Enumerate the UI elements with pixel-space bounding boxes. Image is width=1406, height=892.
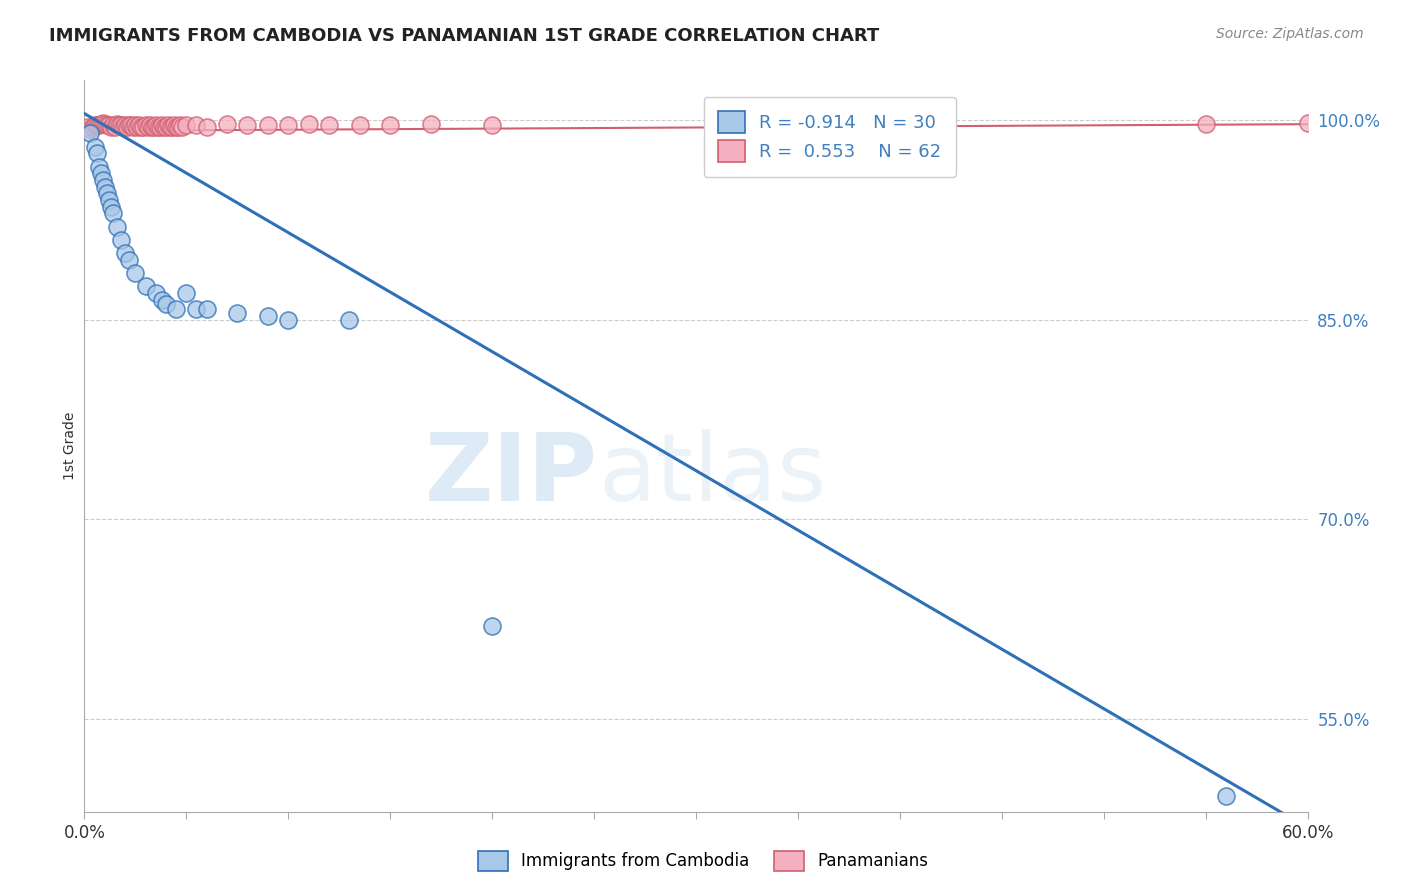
Text: ZIP: ZIP	[425, 429, 598, 521]
Point	[150, 119, 173, 133]
Point	[128, 119, 150, 133]
Point	[97, 193, 120, 207]
Point	[101, 206, 124, 220]
Point	[146, 120, 169, 134]
Point	[420, 117, 443, 131]
Point	[153, 120, 176, 134]
Point	[114, 119, 136, 133]
Point	[96, 186, 118, 201]
Point	[145, 286, 167, 301]
Point	[112, 120, 135, 134]
Point	[195, 301, 218, 316]
Point	[149, 120, 172, 134]
Point	[159, 120, 181, 134]
Point	[155, 296, 177, 310]
Point	[79, 122, 101, 136]
Point	[93, 117, 115, 131]
Point	[108, 119, 131, 133]
Point	[165, 301, 187, 316]
Point	[91, 173, 114, 187]
Point	[195, 120, 218, 134]
Point	[118, 252, 141, 267]
Point	[186, 301, 208, 316]
Point	[236, 119, 259, 133]
Point	[226, 306, 249, 320]
Point	[217, 117, 239, 131]
Point	[132, 120, 155, 134]
Point	[91, 116, 114, 130]
Point	[155, 120, 177, 134]
Point	[174, 286, 197, 301]
Point	[169, 119, 191, 133]
Point	[96, 119, 118, 133]
Point	[174, 119, 197, 133]
Point	[481, 618, 503, 632]
Point	[167, 120, 190, 134]
Point	[87, 160, 110, 174]
Point	[160, 120, 183, 134]
Point	[165, 120, 187, 134]
Point	[93, 179, 115, 194]
Point	[1296, 116, 1319, 130]
Point	[124, 266, 146, 280]
Point	[118, 119, 141, 133]
Point	[156, 119, 179, 133]
Point	[277, 312, 299, 326]
Point	[120, 119, 142, 133]
Point	[298, 117, 321, 131]
Point	[82, 120, 104, 134]
Point	[97, 119, 120, 133]
Point	[172, 120, 194, 134]
Point	[136, 120, 159, 134]
Text: Source: ZipAtlas.com: Source: ZipAtlas.com	[1216, 27, 1364, 41]
Point	[163, 119, 186, 133]
Point	[142, 120, 165, 134]
Point	[150, 293, 173, 307]
Text: IMMIGRANTS FROM CAMBODIA VS PANAMANIAN 1ST GRADE CORRELATION CHART: IMMIGRANTS FROM CAMBODIA VS PANAMANIAN 1…	[49, 27, 880, 45]
Point	[90, 166, 112, 180]
Point	[145, 119, 167, 133]
Point	[1195, 117, 1218, 131]
Legend: Immigrants from Cambodia, Panamanians: Immigrants from Cambodia, Panamanians	[470, 842, 936, 880]
Point	[131, 120, 153, 134]
Point	[79, 127, 101, 141]
Point	[339, 312, 361, 326]
Point	[114, 246, 136, 260]
Point	[105, 219, 128, 234]
Y-axis label: 1st Grade: 1st Grade	[63, 412, 77, 480]
Legend: R = -0.914   N = 30, R =  0.553    N = 62: R = -0.914 N = 30, R = 0.553 N = 62	[703, 96, 956, 177]
Point	[349, 119, 371, 133]
Point	[1215, 789, 1237, 803]
Point	[481, 119, 503, 133]
Point	[86, 146, 108, 161]
Point	[380, 119, 402, 133]
Point	[257, 119, 280, 133]
Point	[135, 279, 157, 293]
Point	[186, 119, 208, 133]
Point	[100, 120, 122, 134]
Point	[127, 120, 149, 134]
Point	[86, 119, 108, 133]
Point	[105, 117, 128, 131]
Point	[138, 119, 160, 133]
Point	[101, 119, 124, 133]
Point	[135, 119, 157, 133]
Point	[83, 140, 105, 154]
Point	[110, 119, 132, 133]
Point	[104, 120, 127, 134]
Point	[122, 120, 145, 134]
Point	[277, 119, 299, 133]
Point	[124, 119, 146, 133]
Point	[87, 119, 110, 133]
Text: atlas: atlas	[598, 429, 827, 521]
Point	[110, 233, 132, 247]
Point	[141, 120, 163, 134]
Point	[90, 117, 112, 131]
Point	[318, 119, 340, 133]
Point	[257, 309, 280, 323]
Point	[77, 120, 100, 134]
Point	[100, 200, 122, 214]
Point	[115, 120, 138, 134]
Point	[83, 119, 105, 133]
